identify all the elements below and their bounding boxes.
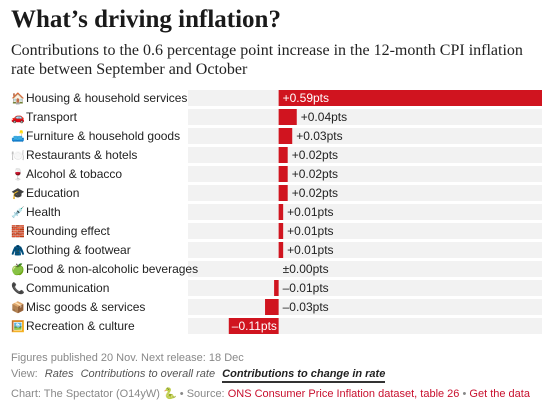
- separator: •: [462, 388, 467, 400]
- value-label: +0.01pts: [287, 243, 333, 257]
- category-icon: 🖼️: [11, 320, 25, 333]
- bar: [278, 185, 288, 201]
- bar: [278, 166, 288, 182]
- category-label: Health: [26, 205, 61, 219]
- bar-track: [188, 299, 542, 315]
- bar-track: [188, 185, 542, 201]
- bar-chart: 🏠 Housing & household services +0.59pts 🚗 Tr…: [11, 90, 542, 334]
- category-icon: 📦: [11, 301, 25, 314]
- category-icon: 📞: [11, 281, 25, 295]
- chart-credit: Chart: The Spectator (O14yW): [11, 388, 160, 400]
- category-label: Recreation & culture: [26, 319, 135, 333]
- value-label: +0.01pts: [287, 224, 333, 238]
- bar: [265, 299, 279, 315]
- category-label: Communication: [26, 281, 109, 295]
- bar-track: [188, 109, 542, 125]
- view-label: View:: [11, 368, 38, 380]
- snake-icon: 🐍: [163, 388, 177, 400]
- category-label: Alcohol & tobacco: [26, 167, 122, 181]
- value-label: +0.03pts: [296, 129, 342, 143]
- bar: [278, 223, 284, 239]
- category-icon: 🧥: [11, 244, 25, 257]
- bar: [278, 147, 288, 163]
- category-icon: 🍷: [11, 168, 25, 181]
- category-label: Rounding effect: [26, 224, 111, 238]
- bar: [278, 128, 293, 144]
- view-option-contributions-overall[interactable]: Contributions to overall rate: [80, 368, 216, 380]
- view-option-contributions-change[interactable]: Contributions to change in rate: [222, 368, 386, 383]
- chart-subtitle: Contributions to the 0.6 percentage poin…: [11, 42, 523, 78]
- bar-track: [188, 147, 542, 163]
- bar-track: [188, 280, 542, 296]
- category-icon: 🛋️: [11, 130, 25, 143]
- category-label: Furniture & household goods: [26, 129, 180, 143]
- value-label: +0.01pts: [287, 205, 333, 219]
- bar: [278, 90, 542, 106]
- category-label: Misc goods & services: [26, 300, 145, 314]
- value-label: –0.01pts: [283, 281, 329, 295]
- value-label: –0.11pts: [232, 319, 277, 333]
- view-switcher: View: Rates Contributions to overall rat…: [11, 368, 386, 383]
- bar-track: [188, 261, 542, 277]
- view-option-rates[interactable]: Rates: [44, 368, 74, 380]
- category-label: Restaurants & hotels: [26, 148, 137, 162]
- source-link[interactable]: ONS Consumer Price Inflation dataset, ta…: [227, 388, 460, 400]
- chart-source: Chart: The Spectator (O14yW) 🐍 • Source:…: [11, 387, 530, 400]
- get-the-data-link[interactable]: Get the data: [469, 388, 530, 400]
- bar: [274, 280, 279, 296]
- bar-track: [188, 223, 542, 239]
- value-label: +0.02pts: [292, 167, 338, 181]
- value-label: +0.59pts: [283, 91, 329, 105]
- value-label: +0.04pts: [301, 110, 347, 124]
- category-label: Housing & household services: [26, 91, 187, 105]
- value-label: ±0.00pts: [283, 262, 329, 276]
- category-icon: 🏠: [11, 92, 25, 105]
- category-icon: 💉: [11, 206, 25, 219]
- bar: [278, 204, 284, 220]
- category-label: Transport: [26, 110, 78, 124]
- chart-title: What’s driving inflation?: [11, 6, 281, 33]
- bar-track: [188, 242, 542, 258]
- bar-track: [188, 204, 542, 220]
- bar-track: [188, 166, 542, 182]
- bar-track: [188, 128, 542, 144]
- value-label: +0.02pts: [292, 148, 338, 162]
- category-label: Education: [26, 186, 79, 200]
- category-icon: 🍏: [11, 263, 25, 276]
- category-icon: 🍽️: [11, 149, 25, 162]
- source-label: • Source:: [179, 388, 225, 400]
- release-note: Figures published 20 Nov. Next release: …: [11, 352, 244, 364]
- bar: [228, 318, 279, 334]
- bar: [278, 109, 297, 125]
- value-label: +0.02pts: [292, 186, 338, 200]
- category-label: Clothing & footwear: [26, 243, 131, 257]
- value-label: –0.03pts: [283, 300, 329, 314]
- category-icon: 🚗: [11, 111, 25, 124]
- bar: [278, 242, 284, 258]
- category-icon: 🧱: [11, 225, 25, 238]
- category-icon: 🎓: [11, 187, 25, 200]
- category-label: Food & non-alcoholic beverages: [26, 262, 198, 276]
